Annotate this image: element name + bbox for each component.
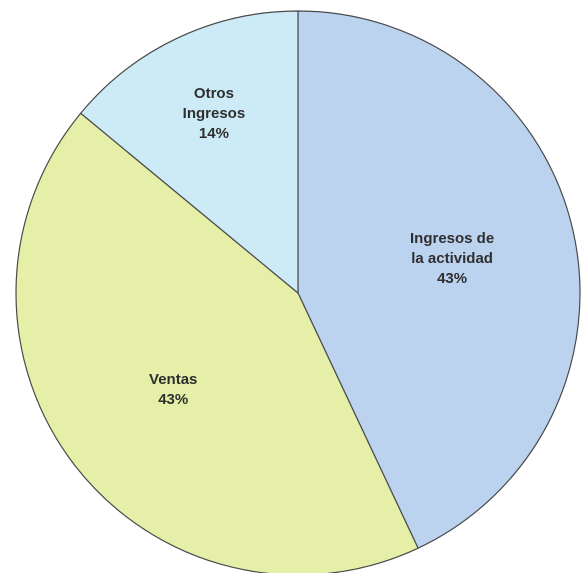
category-label: Ventas [149,370,198,388]
pie-slice [79,10,299,295]
value-label: 43% [158,390,189,408]
pie-slice [297,10,581,549]
slice-label: Ventas 43% [108,370,238,410]
pie-slice [15,112,419,573]
category-label: Ingresos de la actividad [410,229,495,267]
slice-label: Ingresos de la actividad 43% [387,229,517,289]
value-label: 14% [198,125,229,143]
slice-label: Otros Ingresos 14% [149,84,279,144]
category-label: Otros Ingresos [182,85,246,123]
value-label: 43% [437,269,468,287]
